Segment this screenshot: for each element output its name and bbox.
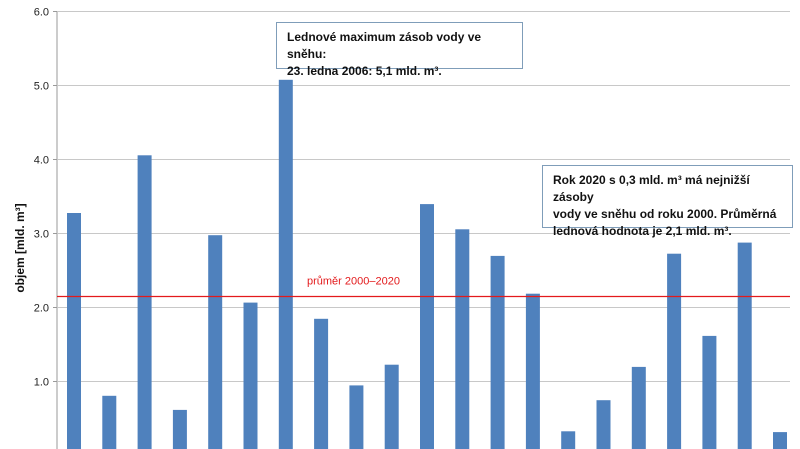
bar-2016 [631,366,646,449]
y-tick-label: 3.0 [34,229,49,241]
annotation-max-line-1: Lednové maximum zásob vody ve sněhu: [287,30,482,61]
annotation-max: Lednové maximum zásob vody ve sněhu: 23.… [276,22,523,78]
bar-2005 [243,302,258,449]
bar-2018 [702,335,717,449]
bar-2020 [773,432,787,449]
y-tick-label: 2.0 [34,303,49,315]
bar-2012 [490,255,505,449]
annotation-2020-line-1: Rok 2020 s 0,3 mld. m³ má nejnižší zásob… [553,173,750,204]
bar-2003 [172,409,187,449]
bar-2013 [525,293,540,449]
bar-2006 [278,79,293,449]
annotation-2020-line-3: lednová hodnota je 2,1 mld. m³. [553,224,732,238]
y-tick-label: 1.0 [34,377,49,389]
average-label: průměr 2000–2020 [307,276,400,288]
bar-2010 [420,204,434,449]
bar-2017 [667,253,682,449]
bar-2009 [384,364,399,449]
y-tick-label: 4.0 [34,155,49,167]
annotation-2020: Rok 2020 s 0,3 mld. m³ má nejnižší zásob… [542,165,793,238]
bar-2019 [737,242,752,449]
bar-2015 [596,400,611,449]
bar-2001 [102,395,117,449]
y-tick-label: 5.0 [34,81,49,93]
annotation-2020-line-2: vody ve sněhu od roku 2000. Průměrná [553,207,777,221]
bar-2002 [137,155,152,449]
bar-2007 [314,318,329,449]
bars [67,79,787,449]
bar-2014 [561,431,576,449]
y-tick-label: 6.0 [34,7,49,19]
bar-2000 [67,213,81,449]
y-axis-label: objem [mld. m³] [13,203,27,292]
y-axis-ticks: 1.0 2.0 3.0 4.0 5.0 6.0 [34,7,57,389]
bar-2004 [208,235,223,449]
bar-2011 [455,229,470,449]
annotation-max-line-2: 23. ledna 2006: 5,1 mld. m³. [287,64,442,78]
bar-2008 [349,385,364,449]
